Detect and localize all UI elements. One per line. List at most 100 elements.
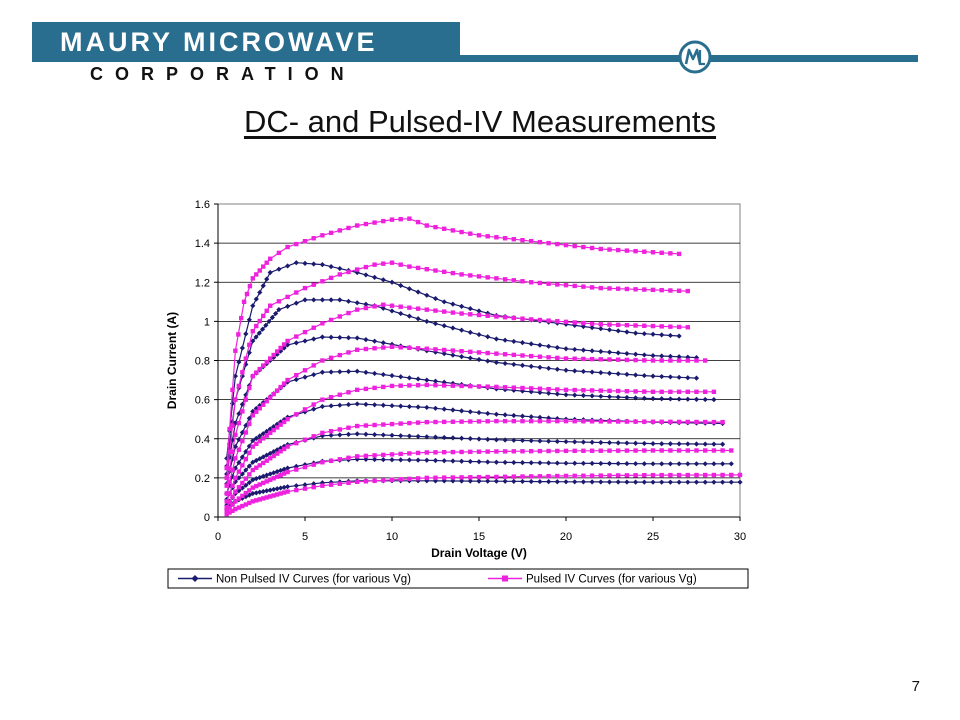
pulsed-point — [581, 473, 586, 478]
y-tick-label: 0 — [204, 512, 210, 524]
non-pulsed-point — [229, 437, 236, 443]
non-pulsed-point — [572, 392, 578, 398]
company-name: MAURY MICROWAVE — [60, 27, 378, 57]
pulsed-point — [346, 390, 351, 395]
pulsed-point — [268, 356, 273, 361]
pulsed-point — [424, 419, 429, 425]
pulsed-point — [607, 286, 612, 291]
pulsed-point — [271, 391, 276, 397]
pulsed-point — [563, 418, 569, 424]
non-pulsed-point — [580, 347, 586, 353]
pulsed-point — [240, 370, 245, 375]
pulsed-point — [320, 321, 325, 326]
legend-label: Non Pulsed IV Curves (for various Vg) — [216, 574, 411, 586]
pulsed-point — [555, 241, 560, 247]
non-pulsed-point — [328, 479, 334, 485]
non-pulsed-point — [260, 488, 266, 495]
non-pulsed-point — [572, 439, 578, 445]
pulsed-point — [389, 260, 395, 265]
non-pulsed-point — [263, 322, 269, 328]
pulsed-point — [711, 448, 717, 453]
pulsed-point — [257, 366, 262, 372]
pulsed-point — [355, 347, 360, 352]
pulsed-point — [268, 494, 273, 499]
non-pulsed-point — [720, 479, 726, 485]
non-pulsed-point — [246, 415, 252, 422]
pulsed-point — [372, 478, 377, 484]
non-pulsed-point — [302, 338, 308, 344]
pulsed-point — [476, 449, 482, 454]
pulsed-point — [415, 450, 421, 456]
pulsed-point — [589, 245, 595, 251]
non-pulsed-point — [624, 350, 630, 357]
non-pulsed-point — [293, 340, 299, 346]
non-pulsed-point — [476, 436, 482, 442]
pulsed-point — [328, 317, 334, 323]
y-tick-label: 0.8 — [195, 356, 210, 368]
non-pulsed-point — [432, 378, 439, 384]
pulsed-point — [381, 261, 386, 266]
non-pulsed-point — [650, 373, 656, 379]
pulsed-point — [563, 387, 569, 393]
pulsed-point — [311, 434, 316, 439]
pulsed-point — [254, 483, 259, 489]
pulsed-point — [572, 243, 577, 249]
pulsed-point — [285, 244, 290, 250]
non-pulsed-point — [606, 349, 613, 355]
pulsed-point — [271, 427, 276, 433]
pulsed-point — [230, 502, 235, 507]
pulsed-point — [537, 418, 543, 424]
non-pulsed-point — [606, 460, 613, 467]
pulsed-point — [650, 287, 656, 293]
pulsed-point — [676, 324, 682, 330]
pulsed-point — [311, 236, 316, 241]
pulsed-point — [294, 467, 299, 472]
pulsed-point — [278, 422, 283, 427]
pulsed-point — [642, 473, 647, 478]
pulsed-point — [459, 449, 464, 455]
pulsed-point — [233, 348, 238, 353]
non-pulsed-point — [239, 345, 245, 351]
pulsed-point — [520, 418, 525, 424]
non-pulsed-point — [257, 456, 263, 462]
pulsed-point — [233, 499, 238, 504]
pulsed-point — [659, 448, 664, 453]
non-pulsed-point — [389, 308, 395, 314]
pulsed-point — [355, 479, 360, 484]
non-pulsed-point — [337, 402, 343, 408]
pulsed-point — [389, 217, 395, 222]
y-tick-label: 0.4 — [195, 434, 210, 446]
non-pulsed-point — [633, 461, 639, 467]
non-pulsed-point — [253, 296, 259, 302]
non-pulsed-point — [676, 461, 682, 467]
non-pulsed-point — [537, 414, 543, 420]
non-pulsed-point — [485, 358, 491, 364]
pulsed-point — [589, 448, 595, 453]
pulsed-point — [240, 493, 245, 499]
legend-marker — [191, 575, 199, 582]
pulsed-point — [264, 308, 269, 314]
non-pulsed-point — [380, 277, 386, 283]
pulsed-point — [224, 483, 229, 488]
non-pulsed-point — [641, 479, 647, 485]
non-pulsed-point — [293, 483, 299, 489]
non-pulsed-point — [266, 318, 272, 324]
pulsed-point — [433, 450, 438, 455]
non-pulsed-point — [398, 457, 404, 463]
pulsed-point — [261, 264, 266, 269]
x-tick-label: 5 — [302, 531, 308, 543]
pulsed-point — [485, 449, 490, 454]
pulsed-point — [247, 385, 252, 391]
pulsed-point — [233, 456, 238, 461]
non-pulsed-point — [363, 431, 369, 437]
pulsed-point — [337, 314, 342, 319]
non-pulsed-point — [406, 375, 412, 381]
pulsed-point — [485, 474, 490, 480]
non-pulsed-point — [432, 405, 439, 411]
pulsed-point — [302, 368, 308, 373]
non-pulsed-point — [676, 441, 682, 447]
pulsed-point — [230, 467, 235, 473]
non-pulsed-point — [485, 436, 491, 442]
non-pulsed-point — [485, 459, 491, 465]
pulsed-point — [271, 352, 276, 358]
